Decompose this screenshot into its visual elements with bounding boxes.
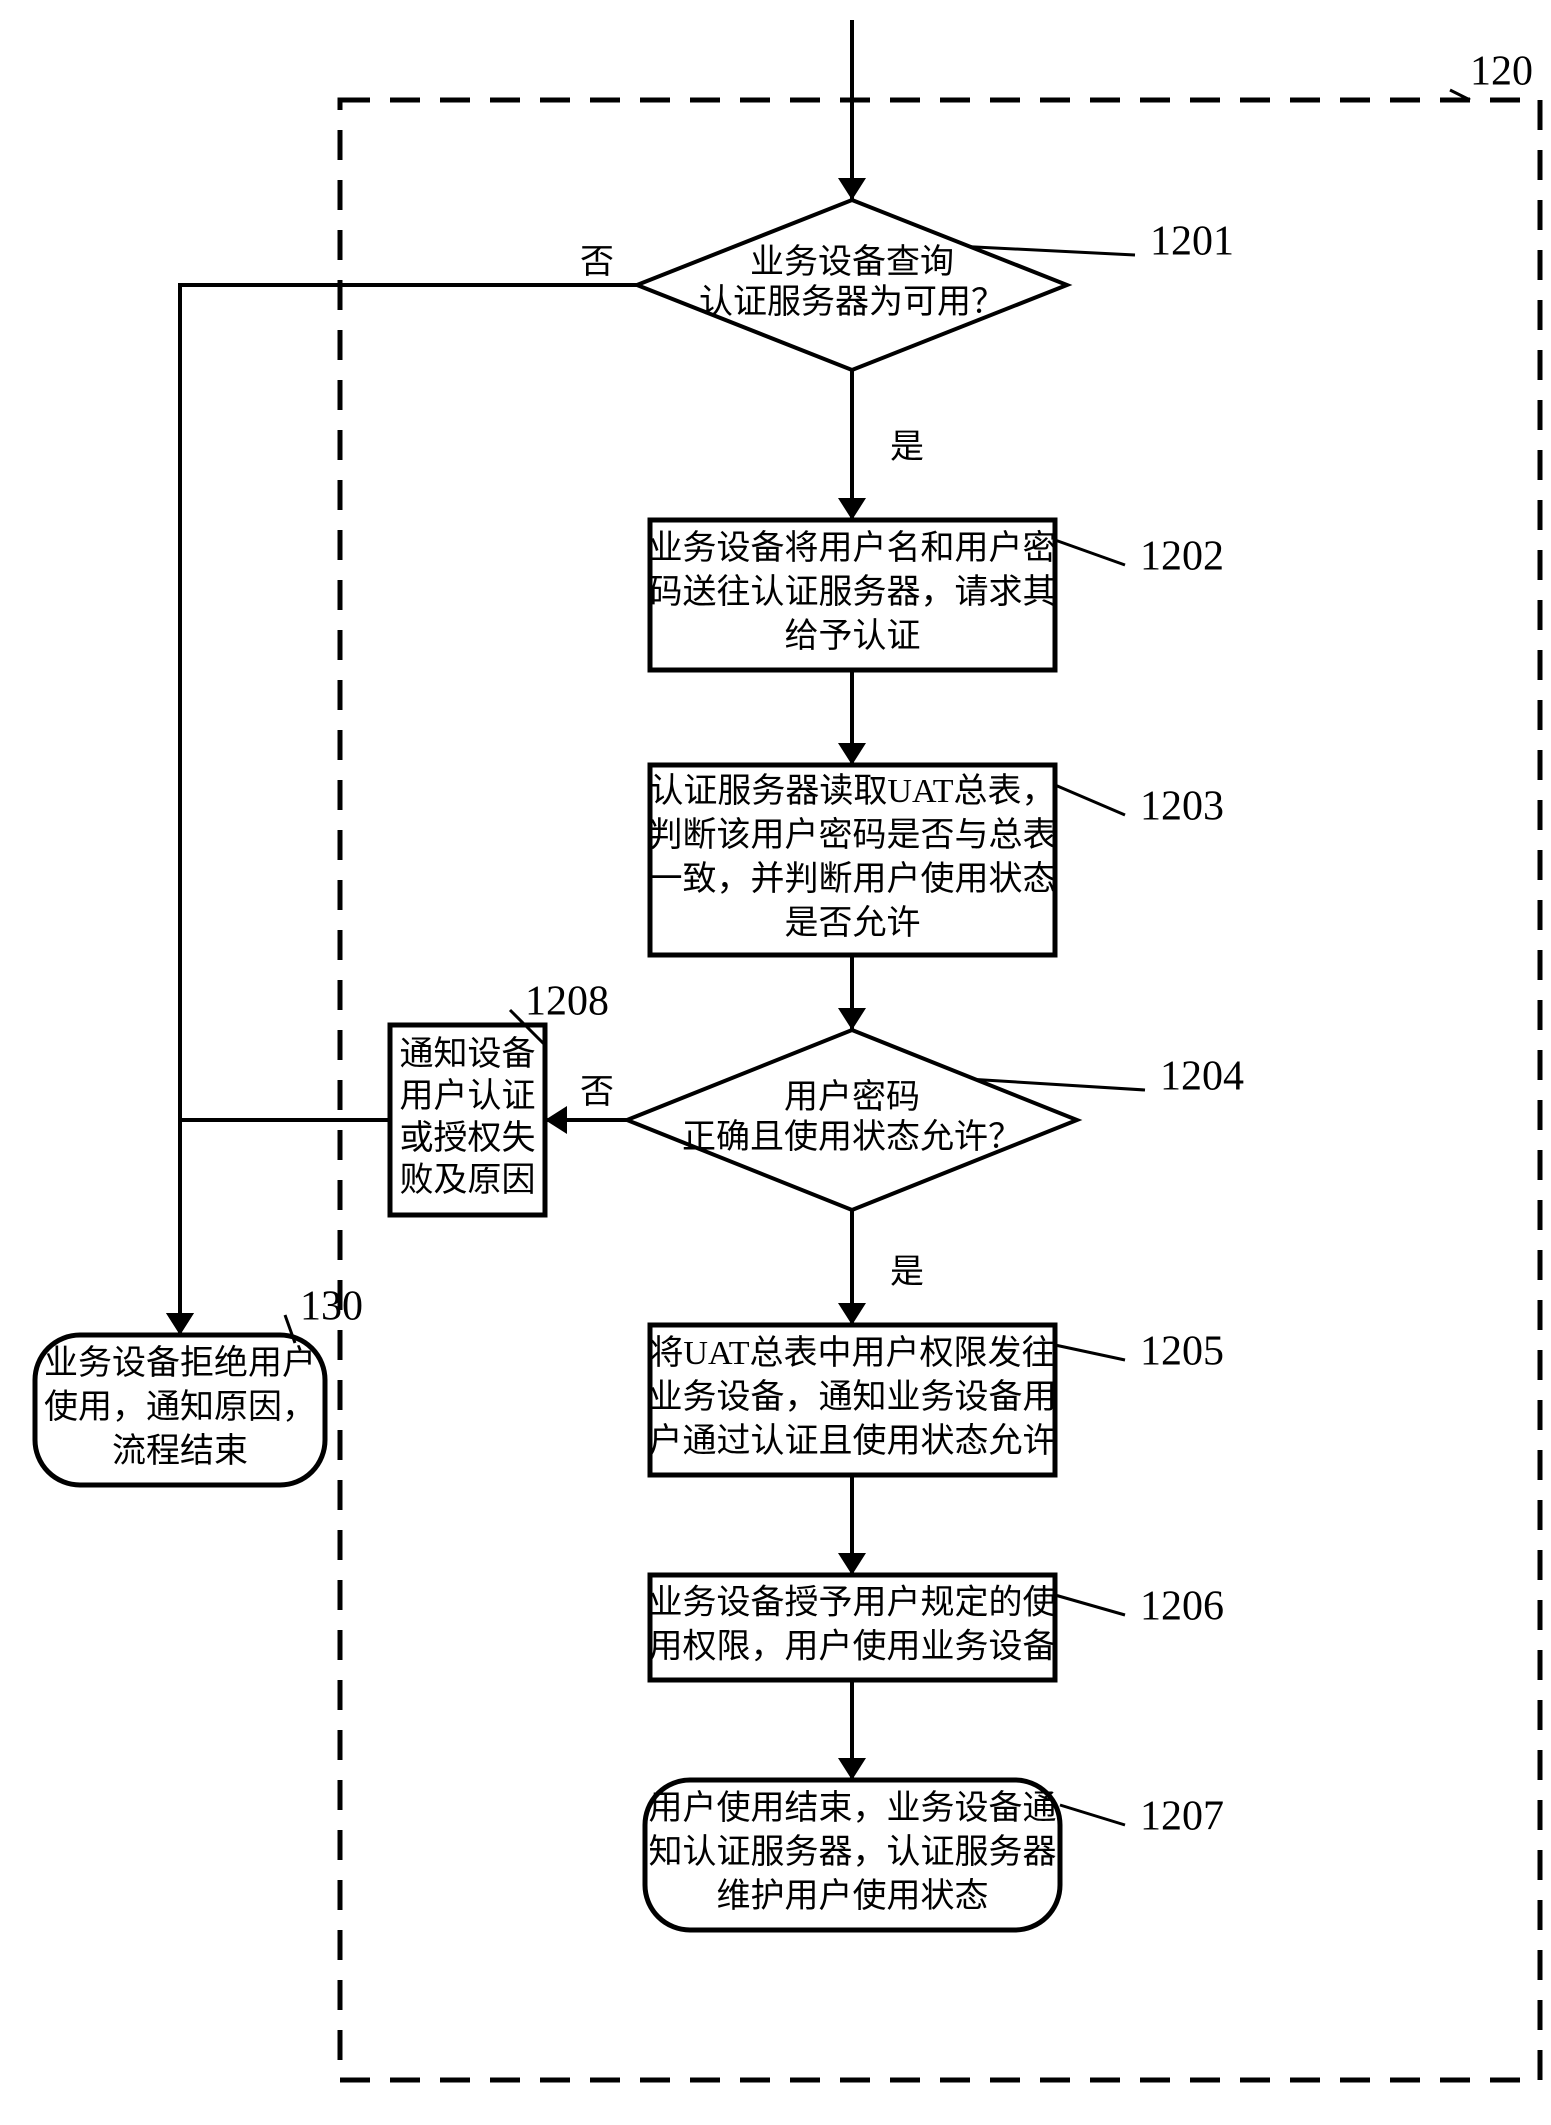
svg-text:否: 否 [580,244,614,281]
svg-text:给予认证: 给予认证 [785,617,921,655]
svg-text:是: 是 [890,429,924,466]
node-p1203: 认证服务器读取UAT总表， 判断该用户密码是否与总表一致，并判断用户使用状态是否允… [649,765,1057,955]
svg-text:1201: 1201 [1150,219,1234,265]
svg-text:1204: 1204 [1160,1054,1244,1100]
node-t130: 业务设备拒绝用户使用，通知原因， 流程结束 [35,1335,325,1485]
svg-text:用权限，用户使用业务设备: 用权限，用户使用业务设备 [649,1627,1057,1665]
node-p1202: 业务设备将用户名和用户密码送往认证服务器，请求其给予认证 [649,520,1057,670]
svg-text:业务设备拒绝用户: 业务设备拒绝用户 [44,1344,316,1382]
svg-text:业务设备将用户名和用户密: 业务设备将用户名和用户密 [649,529,1057,567]
svg-text:130: 130 [300,1284,363,1330]
svg-text:120: 120 [1470,49,1533,95]
svg-text:维护用户使用状态: 维护用户使用状态 [717,1877,989,1915]
svg-text:流程结束: 流程结束 [112,1432,248,1470]
svg-text:否: 否 [580,1074,614,1111]
svg-text:是: 是 [890,1254,924,1291]
node-d1204: 用户密码正确且使用状态允许？ [627,1030,1077,1210]
svg-text:1206: 1206 [1140,1584,1224,1630]
svg-text:户通过认证且使用状态允许: 户通过认证且使用状态允许 [649,1422,1057,1460]
svg-text:通知设备: 通知设备 [400,1035,536,1073]
svg-text:知认证服务器，认证服务器: 知认证服务器，认证服务器 [649,1833,1057,1871]
svg-text:1205: 1205 [1140,1329,1224,1375]
svg-text:业务设备授予用户规定的使: 业务设备授予用户规定的使 [649,1583,1057,1621]
node-p1205: 将UAT总表中用户权限发往业务设备，通知业务设备用户通过认证且使用状态允许 [649,1325,1057,1475]
node-d1201: 业务设备查询认证服务器为可用？ [637,200,1067,370]
svg-text:将UAT总表中用户权限发往: 将UAT总表中用户权限发往 [649,1334,1055,1372]
svg-text:认证服务器读取UAT总表，: 认证服务器读取UAT总表， [649,772,1055,810]
svg-text:用户密码: 用户密码 [784,1078,920,1116]
node-t1207: 用户使用结束，业务设备通知认证服务器，认证服务器维护用户使用状态 [645,1780,1060,1930]
svg-text:1208: 1208 [525,979,609,1025]
svg-text:1202: 1202 [1140,534,1224,580]
svg-text:正确且使用状态允许？: 正确且使用状态允许？ [682,1118,1022,1156]
svg-text:是否允许: 是否允许 [785,904,921,942]
svg-text:判断该用户密码是否与总表: 判断该用户密码是否与总表 [649,816,1057,854]
svg-text:认证服务器为可用？: 认证服务器为可用？ [699,283,1005,321]
svg-text:用户使用结束，业务设备通: 用户使用结束，业务设备通 [649,1789,1057,1827]
node-p1206: 业务设备授予用户规定的使用权限，用户使用业务设备 [649,1575,1057,1680]
svg-text:使用，通知原因，: 使用，通知原因， [44,1388,316,1426]
svg-text:业务设备，通知业务设备用: 业务设备，通知业务设备用 [649,1378,1057,1416]
svg-text:码送往认证服务器，请求其: 码送往认证服务器，请求其 [649,573,1057,611]
svg-text:或授权失: 或授权失 [400,1119,536,1157]
svg-text:1203: 1203 [1140,784,1224,830]
svg-text:败及原因: 败及原因 [400,1162,536,1199]
svg-text:用户认证: 用户认证 [400,1077,536,1115]
svg-text:1207: 1207 [1140,1794,1224,1840]
svg-text:业务设备查询: 业务设备查询 [750,243,954,281]
node-p1208: 通知设备用户认证或授权失败及原因 [390,1025,545,1215]
svg-text:一致，并判断用户使用状态: 一致，并判断用户使用状态 [649,860,1057,898]
